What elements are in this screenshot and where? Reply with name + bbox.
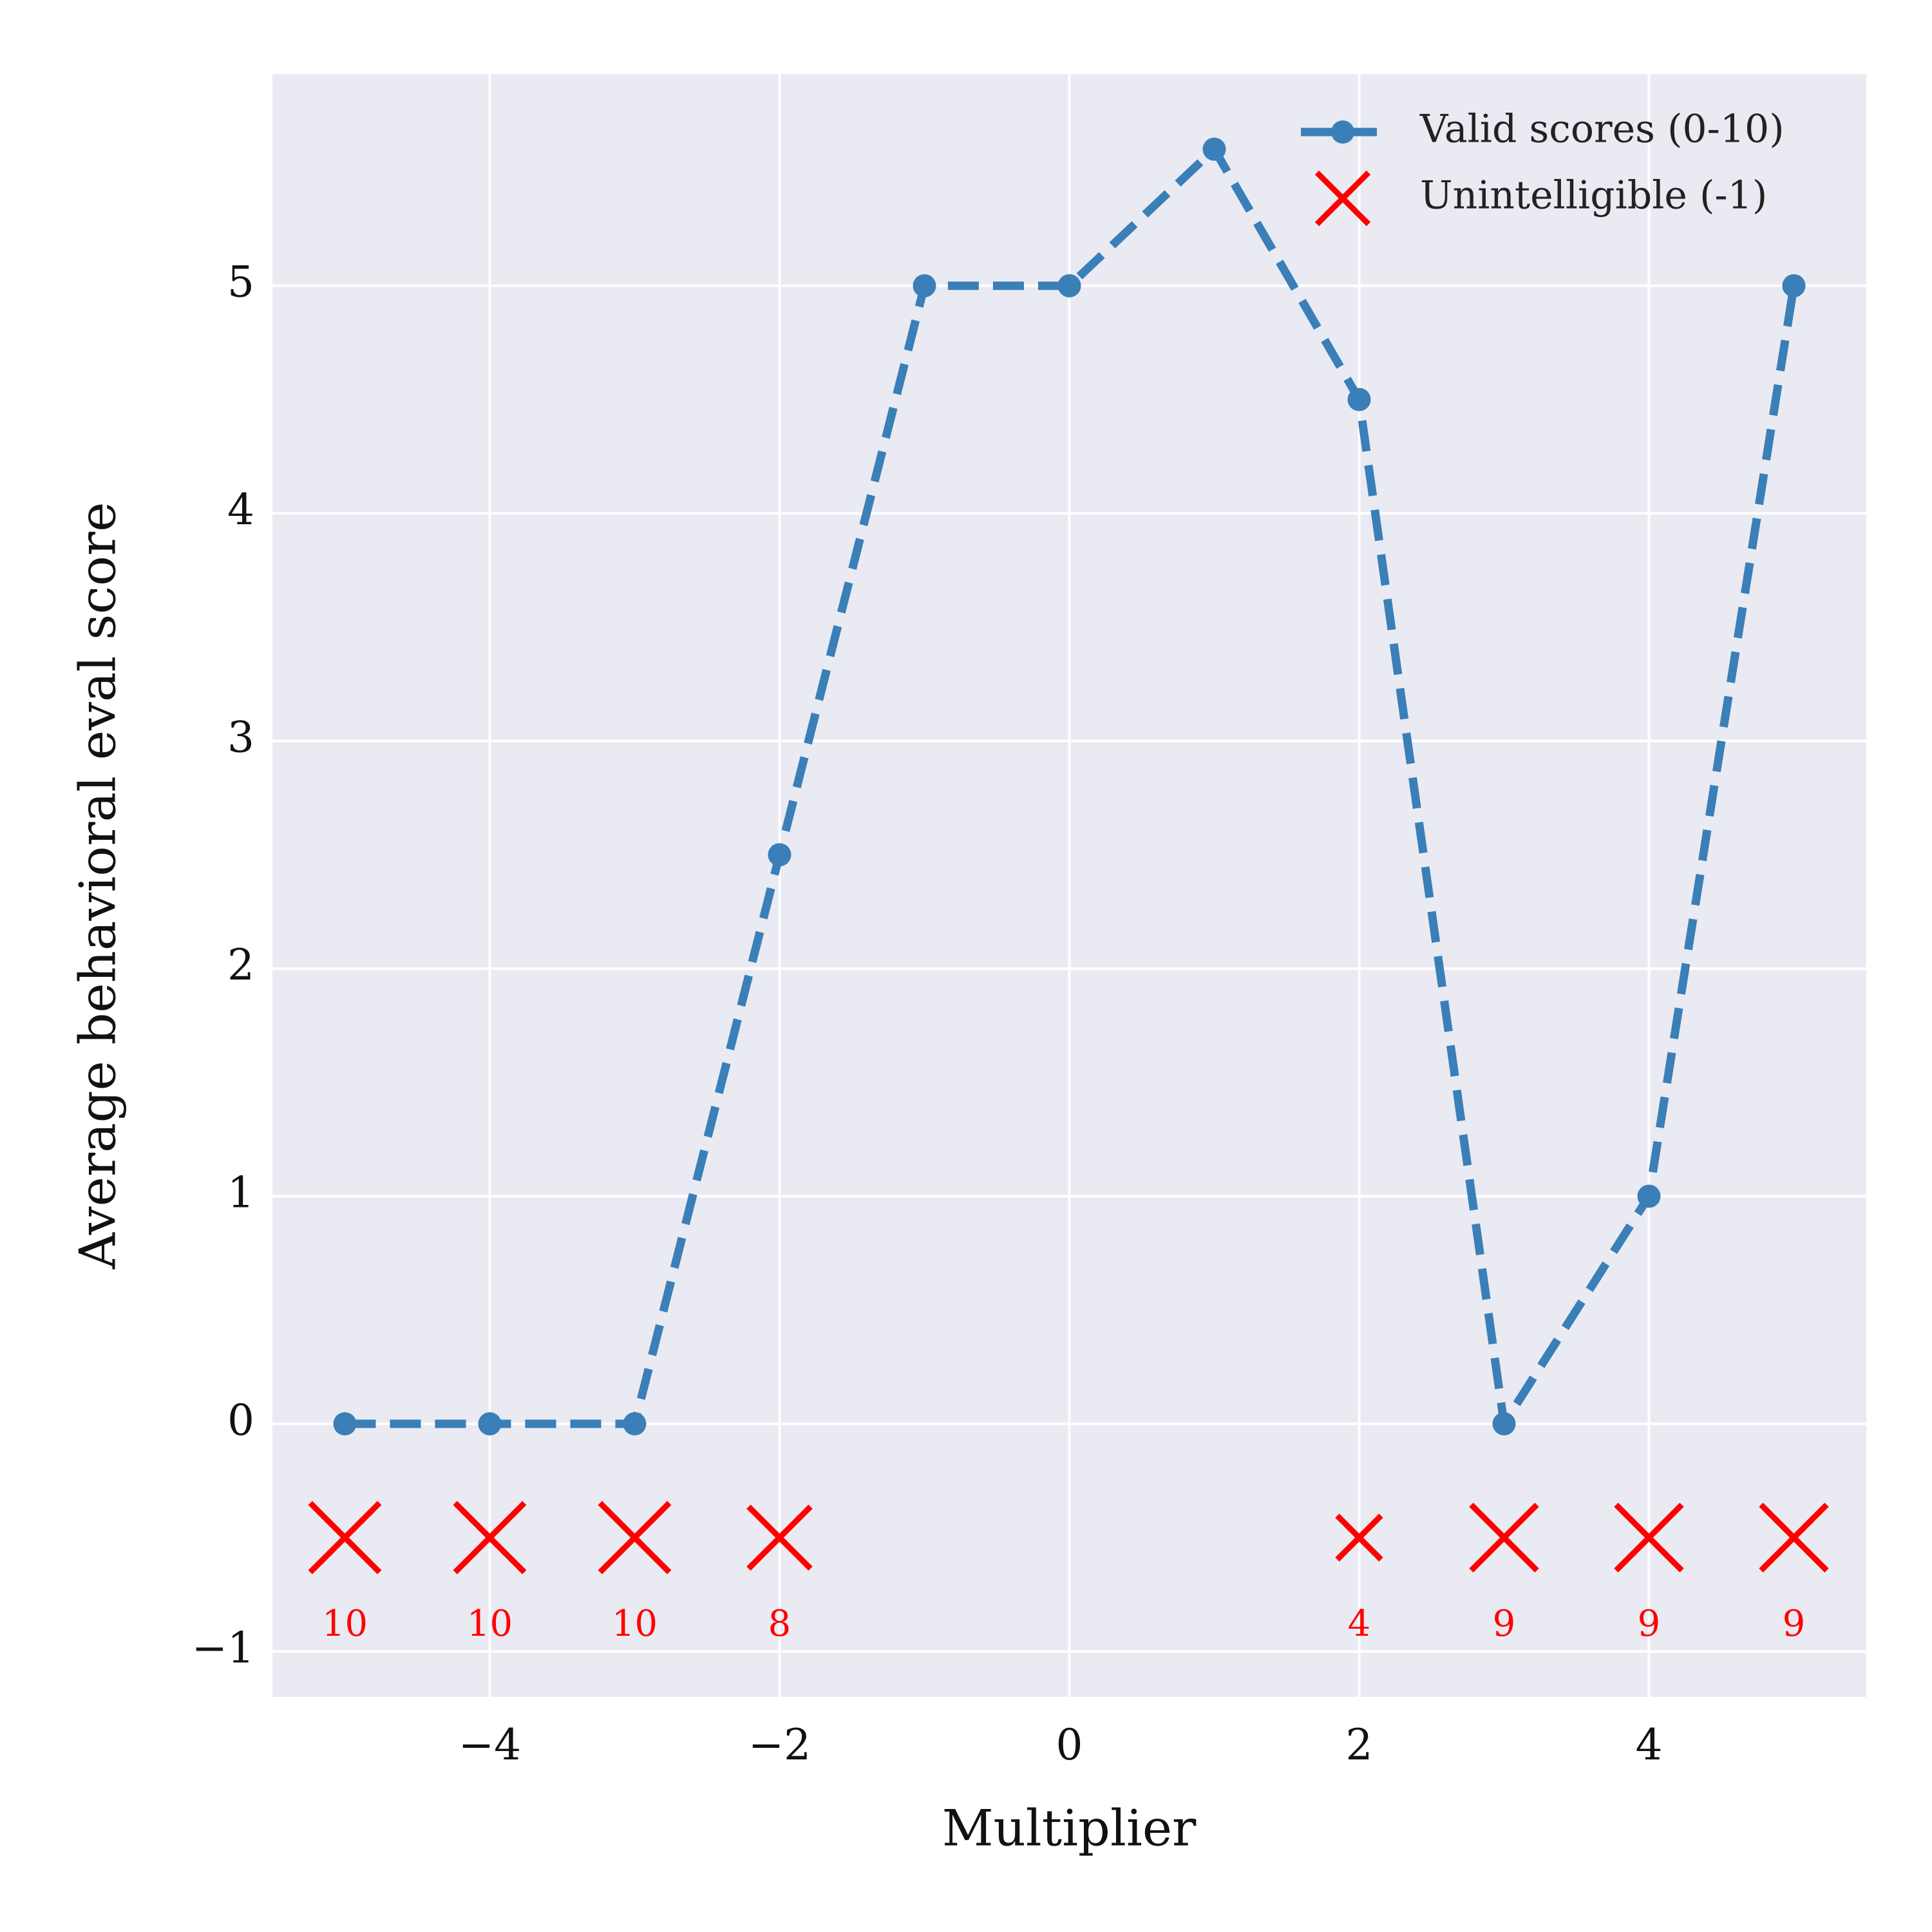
line — [345, 142, 1798, 1436]
point — [623, 1412, 647, 1435]
count-label: 10 — [612, 1603, 658, 1645]
y-tick-label: 2 — [227, 940, 254, 990]
cross-marker — [308, 1501, 382, 1575]
x-tick-label: 0 — [1056, 1720, 1083, 1770]
cross-marker — [598, 1501, 672, 1575]
legend-label: Valid scores (0-10) — [1419, 107, 1785, 152]
x-tick-label: 4 — [1636, 1720, 1663, 1770]
x-tick-label: −2 — [748, 1720, 811, 1770]
cross-marker — [1614, 1502, 1684, 1573]
count-label: 8 — [768, 1603, 791, 1645]
count-label: 4 — [1348, 1603, 1371, 1645]
legend-swatch — [1314, 170, 1371, 227]
y-tick-label: 5 — [227, 258, 254, 307]
point — [1492, 1412, 1516, 1435]
point — [768, 843, 791, 867]
point — [1057, 274, 1081, 298]
count-label: 9 — [1638, 1603, 1661, 1645]
legend-swatch — [1331, 120, 1354, 144]
count-label: 9 — [1783, 1603, 1806, 1645]
count-label: 10 — [322, 1603, 368, 1645]
y-tick-label: 3 — [227, 713, 254, 762]
x-tick-label: 2 — [1346, 1720, 1373, 1770]
x-tick-label: −4 — [459, 1720, 521, 1770]
point — [1782, 274, 1806, 298]
cross-marker — [746, 1504, 813, 1571]
cross-marker — [1759, 1502, 1829, 1573]
x-axis-label: Multiplier — [942, 1800, 1197, 1858]
cross-marker — [1469, 1502, 1539, 1573]
y-tick-label: 1 — [227, 1168, 254, 1217]
point — [1347, 388, 1371, 412]
y-axis-label: Average behavioral eval score — [70, 502, 128, 1270]
y-tick-label: 0 — [227, 1396, 254, 1445]
point — [478, 1412, 502, 1435]
y-tick-label: −1 — [192, 1623, 254, 1672]
cross-marker — [1335, 1513, 1383, 1562]
point — [913, 274, 936, 298]
y-tick-label: 4 — [227, 485, 254, 535]
count-label: 9 — [1493, 1603, 1516, 1645]
legend-label: Unintelligible (-1) — [1420, 173, 1767, 218]
point — [333, 1412, 357, 1435]
point — [1637, 1184, 1661, 1208]
point — [1202, 137, 1226, 161]
cross-marker — [453, 1501, 527, 1575]
count-label: 10 — [467, 1603, 513, 1645]
